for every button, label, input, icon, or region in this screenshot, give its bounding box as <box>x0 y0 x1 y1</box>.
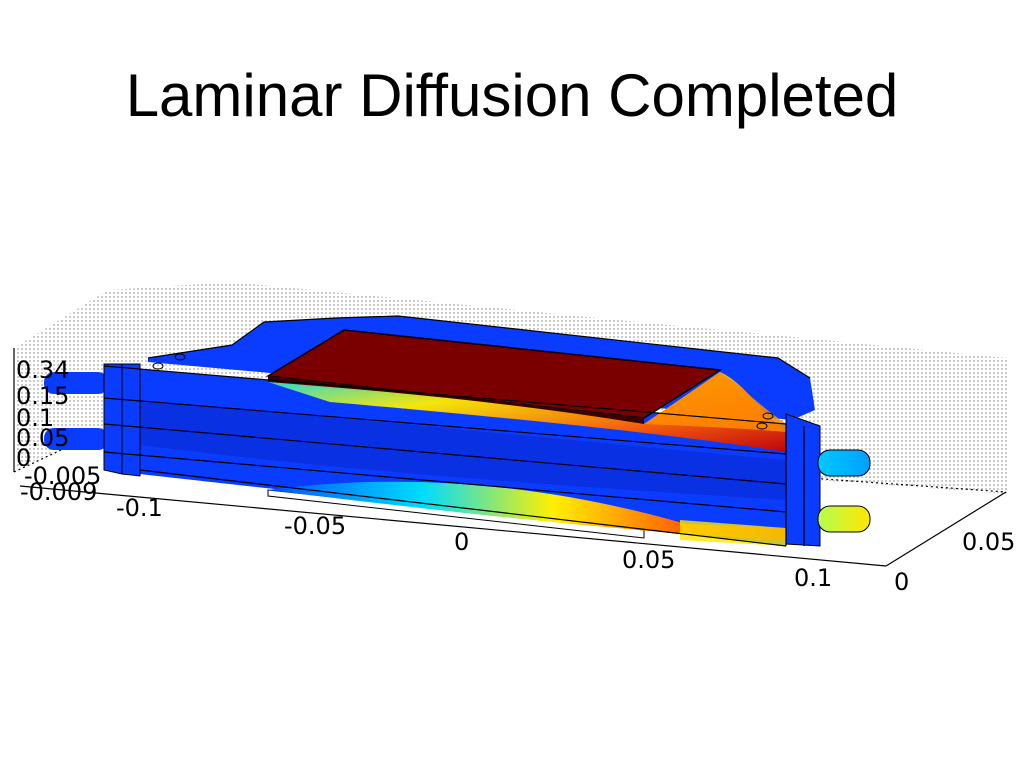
z-axis-ticks: 0.34 0.15 0.1 0.05 0 -0.005 -0.009 <box>16 356 101 506</box>
x-tick: 0.05 <box>622 546 675 574</box>
z-tick: 0 <box>16 444 31 472</box>
z-tick: -0.009 <box>20 478 97 506</box>
x-tick: 0.1 <box>794 564 832 592</box>
x-tick: -0.1 <box>116 494 163 522</box>
y-tick: 0.05 <box>962 528 1015 556</box>
chamber-body <box>44 315 871 547</box>
z-tick: 0.15 <box>16 382 69 410</box>
x-tick: -0.05 <box>284 512 346 540</box>
y-axis-ticks: 0 0.05 <box>894 528 1015 596</box>
y-tick: 0 <box>894 568 909 596</box>
slide-title: Laminar Diffusion Completed <box>125 62 899 129</box>
x-tick: 0 <box>454 528 469 556</box>
z-tick: 0.34 <box>16 356 69 384</box>
z-tick: 0.1 <box>16 404 54 432</box>
x-axis-ticks: -0.1 -0.05 0 0.05 0.1 <box>116 494 832 592</box>
z-tick: -0.005 <box>24 462 101 490</box>
z-tick: 0.05 <box>16 424 69 452</box>
